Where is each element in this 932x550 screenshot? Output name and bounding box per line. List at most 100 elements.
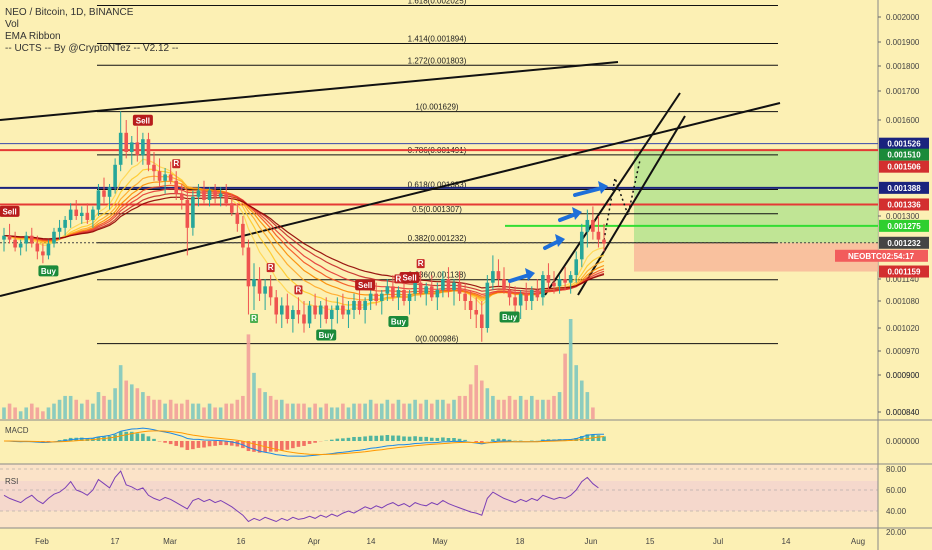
macd-hist-bar-63 [352, 436, 356, 441]
candle-body-14 [79, 212, 84, 216]
trend-arrow-shaft-3 [573, 186, 604, 197]
macd-hist-bar-31 [174, 441, 179, 446]
candle-body-29 [163, 174, 167, 181]
price-tick-label-0: 0.002000 [886, 13, 920, 22]
candle-body-99 [552, 282, 556, 287]
candle-body-97 [541, 275, 545, 298]
marker-label-1: R [251, 314, 257, 323]
candle-body-78 [435, 290, 440, 298]
signal-tag-label-3: Buy [319, 331, 335, 340]
volume-bar-61 [341, 403, 345, 419]
macd-hist-bar-10 [57, 440, 62, 441]
volume-bar-100 [557, 392, 562, 419]
macd-hist-bar-35 [196, 441, 201, 448]
volume-bar-105 [585, 392, 590, 419]
fib-label-8: 0.236(0.001138) [408, 271, 466, 280]
candle-body-59 [329, 310, 334, 319]
macd-hist-bar-24 [135, 433, 140, 441]
volume-bar-14 [79, 403, 84, 419]
volume-bar-32 [179, 403, 184, 419]
candle-body-106 [591, 219, 595, 232]
candle-body-54 [302, 314, 306, 324]
candle-body-64 [357, 301, 362, 310]
volume-bar-73 [407, 403, 412, 419]
volume-bar-58 [324, 403, 329, 419]
macd-hist-bar-79 [441, 437, 445, 441]
volume-bar-103 [574, 365, 579, 419]
candle-body-37 [207, 190, 212, 200]
current-symbol-tag-box [835, 249, 928, 262]
macd-hist-bar-49 [274, 441, 279, 452]
volume-bar-17 [96, 392, 101, 419]
time-label-10: Jul [713, 537, 723, 546]
macd-hist-bar-83 [463, 439, 467, 441]
fib-label-3: 1(0.001629) [415, 103, 458, 112]
candle-body-53 [296, 310, 301, 315]
macd-hist-bar-73 [407, 436, 412, 441]
candle-body-1 [7, 235, 12, 240]
macd-hist-bar-65 [363, 436, 367, 441]
price-tag-label-3: 0.001388 [887, 184, 921, 193]
volume-bar-68 [379, 403, 384, 419]
macd-hist-bar-27 [152, 438, 156, 441]
candle-body-80 [446, 279, 451, 290]
volume-bar-27 [152, 399, 156, 419]
trend-arrow-shaft-1 [543, 239, 561, 250]
signal-tag-box-0 [0, 205, 20, 217]
candle-body-84 [468, 301, 473, 310]
candle-body-30 [168, 174, 173, 181]
volume-bar-94 [524, 399, 529, 419]
candle-body-32 [179, 193, 184, 200]
volume-bar-41 [229, 403, 234, 419]
candle-body-104 [579, 231, 584, 260]
macd-hist-bar-75 [418, 436, 423, 441]
candle-body-58 [324, 305, 329, 319]
candle-body-38 [213, 190, 217, 197]
macd-hist-bar-53 [296, 441, 301, 447]
macd-hist-bar-103 [574, 438, 579, 441]
signal-tag-box-5 [388, 316, 409, 327]
price-tag-label-0: 0.001526 [887, 140, 921, 149]
candle-body-9 [52, 231, 56, 244]
candle-body-96 [535, 290, 540, 298]
candle-body-4 [24, 235, 29, 244]
candle-body-55 [307, 305, 312, 324]
volume-bar-10 [57, 399, 62, 419]
marker-box-3 [294, 285, 303, 295]
candle-body-72 [402, 290, 406, 301]
rsi-tick-label-3: 20.00 [886, 528, 907, 537]
macd-hist-bar-23 [129, 431, 134, 441]
macd-hist-bar-51 [285, 441, 290, 450]
volume-bar-9 [52, 403, 56, 419]
macd-hist-bar-90 [502, 438, 506, 441]
volume-bar-31 [174, 403, 179, 419]
marker-label-2: R [268, 263, 274, 272]
candle-body-45 [252, 279, 256, 287]
macd-label: MACD [5, 426, 29, 435]
volume-bar-60 [335, 407, 340, 419]
macd-hist-bar-74 [413, 436, 417, 441]
signal-tag-box-6 [399, 272, 420, 283]
candle-body-79 [441, 279, 445, 290]
volume-bar-33 [185, 399, 190, 419]
macd-hist-bar-86 [479, 441, 484, 444]
candle-body-60 [335, 305, 340, 310]
candle-body-46 [257, 279, 262, 294]
macd-hist-bar-70 [391, 435, 395, 441]
volume-bar-81 [452, 399, 456, 419]
volume-bar-51 [285, 403, 290, 419]
candle-body-0 [2, 235, 6, 240]
macd-hist-bar-30 [168, 441, 173, 445]
volume-bar-26 [146, 395, 151, 419]
marker-label-4: R [396, 274, 402, 283]
volume-bar-7 [41, 411, 45, 419]
macd-hist-bar-71 [396, 435, 401, 441]
candle-body-43 [241, 223, 245, 248]
volume-bar-89 [496, 399, 501, 419]
macd-hist-bar-54 [302, 441, 306, 446]
signal-tag-buy-3: Buy [316, 329, 337, 341]
time-label-4: Apr [308, 537, 321, 546]
trend-arrow-head-0 [525, 268, 535, 281]
candle-body-16 [91, 209, 95, 220]
